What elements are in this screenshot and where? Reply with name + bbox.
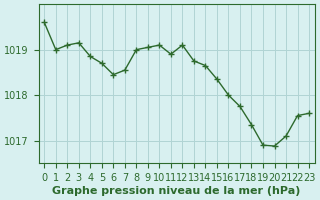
- X-axis label: Graphe pression niveau de la mer (hPa): Graphe pression niveau de la mer (hPa): [52, 186, 301, 196]
